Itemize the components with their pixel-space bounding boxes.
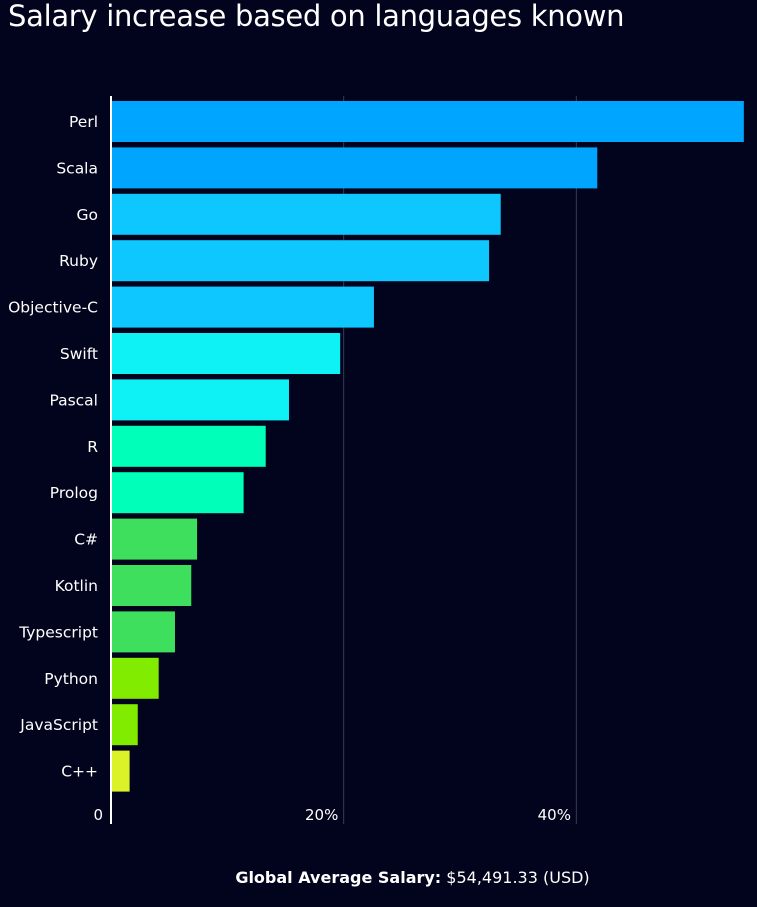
bar-javascript[interactable] [111, 704, 138, 746]
x-tick-label: 20% [305, 806, 338, 824]
category-label: Scala [56, 159, 98, 177]
category-labels: Perl Scala Go Ruby Objective-C Swift Pascal R Pr… [8, 113, 98, 781]
bar-python[interactable] [111, 657, 159, 699]
global-average-salary-value: $54,491.33 (USD) [446, 868, 590, 887]
bars [111, 101, 744, 792]
category-label: Ruby [59, 252, 98, 270]
chart-title: Salary increase based on languages known [8, 0, 625, 33]
bar-kotlin[interactable] [111, 565, 192, 606]
bar-pascal[interactable] [111, 379, 289, 421]
category-label: Pascal [49, 391, 98, 409]
category-label: Go [77, 206, 99, 224]
global-average-salary: Global Average Salary: $54,491.33 (USD) [0, 866, 757, 890]
global-average-salary-label: Global Average Salary: [235, 868, 442, 887]
bar-r[interactable] [111, 425, 266, 467]
category-label: Objective-C [8, 299, 98, 317]
x-tick-label: 40% [538, 806, 571, 824]
x-tick-labels: 0 20% 40% [93, 806, 571, 824]
bar-objective-c[interactable] [111, 286, 374, 328]
category-label: JavaScript [19, 716, 98, 734]
bar-swift[interactable] [111, 333, 341, 374]
bar-typescript[interactable] [111, 611, 175, 653]
category-label: R [87, 438, 98, 456]
category-label: Perl [69, 113, 98, 131]
category-label: C# [74, 531, 98, 549]
bar-prolog[interactable] [111, 472, 244, 514]
x-tick-label: 0 [93, 806, 103, 824]
bar-go[interactable] [111, 193, 501, 235]
category-label: C++ [61, 763, 98, 781]
category-label: Kotlin [55, 577, 98, 595]
category-label: Swift [60, 345, 98, 363]
category-label: Typescript [18, 623, 98, 641]
bar-perl[interactable] [111, 101, 744, 142]
bar-c-[interactable] [111, 518, 198, 560]
category-label: Prolog [50, 484, 98, 502]
bar-c-[interactable] [111, 750, 130, 792]
bar-ruby[interactable] [111, 240, 490, 282]
bar-scala[interactable] [111, 147, 598, 189]
category-label: Python [44, 670, 98, 688]
